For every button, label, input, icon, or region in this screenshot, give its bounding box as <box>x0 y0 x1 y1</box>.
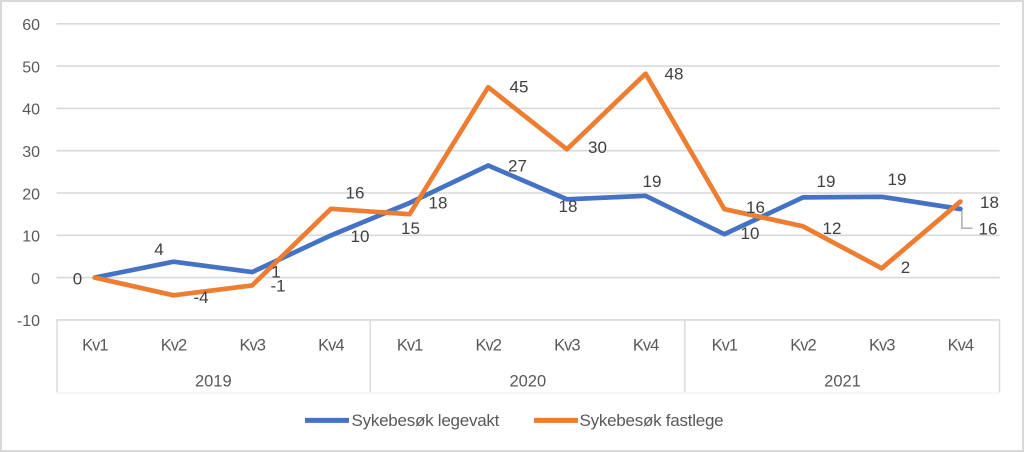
svg-text:Kv1: Kv1 <box>82 336 108 354</box>
svg-text:15: 15 <box>401 219 420 238</box>
svg-text:45: 45 <box>510 78 529 97</box>
svg-text:20: 20 <box>22 186 40 203</box>
svg-text:19: 19 <box>643 172 662 191</box>
svg-text:16: 16 <box>346 183 365 202</box>
svg-text:Kv1: Kv1 <box>397 336 423 354</box>
svg-text:Sykebesøk fastlege: Sykebesøk fastlege <box>580 411 724 430</box>
svg-text:2021: 2021 <box>824 372 861 390</box>
svg-text:Kv1: Kv1 <box>712 336 738 354</box>
svg-text:19: 19 <box>888 170 907 189</box>
svg-text:50: 50 <box>22 59 40 76</box>
svg-text:30: 30 <box>588 138 607 157</box>
svg-text:18: 18 <box>559 197 578 216</box>
svg-text:2020: 2020 <box>509 372 546 390</box>
svg-text:1: 1 <box>271 263 280 282</box>
svg-text:Kv3: Kv3 <box>869 336 895 354</box>
svg-text:27: 27 <box>508 157 527 176</box>
svg-text:18: 18 <box>429 194 448 213</box>
svg-text:2019: 2019 <box>195 372 232 390</box>
svg-text:Kv3: Kv3 <box>554 336 580 354</box>
svg-text:Kv4: Kv4 <box>318 336 344 354</box>
svg-text:16: 16 <box>979 220 998 239</box>
svg-text:0: 0 <box>73 269 82 288</box>
svg-text:10: 10 <box>741 224 760 243</box>
svg-text:Sykebesøk legevakt: Sykebesøk legevakt <box>352 411 500 430</box>
svg-text:19: 19 <box>817 172 836 191</box>
svg-text:0: 0 <box>31 271 40 288</box>
svg-text:30: 30 <box>22 144 40 161</box>
svg-text:Kv4: Kv4 <box>633 336 659 354</box>
svg-text:4: 4 <box>154 240 163 259</box>
svg-text:-1: -1 <box>270 277 285 296</box>
svg-text:Kv2: Kv2 <box>475 336 501 354</box>
svg-text:Kv4: Kv4 <box>948 336 974 354</box>
svg-text:40: 40 <box>22 102 40 119</box>
svg-text:18: 18 <box>980 193 999 212</box>
svg-text:12: 12 <box>823 219 842 238</box>
svg-text:Kv2: Kv2 <box>161 336 187 354</box>
svg-text:48: 48 <box>665 65 684 84</box>
svg-text:10: 10 <box>22 229 40 246</box>
svg-text:-10: -10 <box>17 313 40 330</box>
svg-text:Kv3: Kv3 <box>239 336 265 354</box>
svg-text:60: 60 <box>22 17 40 34</box>
svg-text:-4: -4 <box>193 288 208 307</box>
svg-text:16: 16 <box>746 198 765 217</box>
svg-text:2: 2 <box>901 258 910 277</box>
svg-text:10: 10 <box>351 227 370 246</box>
svg-text:Kv2: Kv2 <box>790 336 816 354</box>
